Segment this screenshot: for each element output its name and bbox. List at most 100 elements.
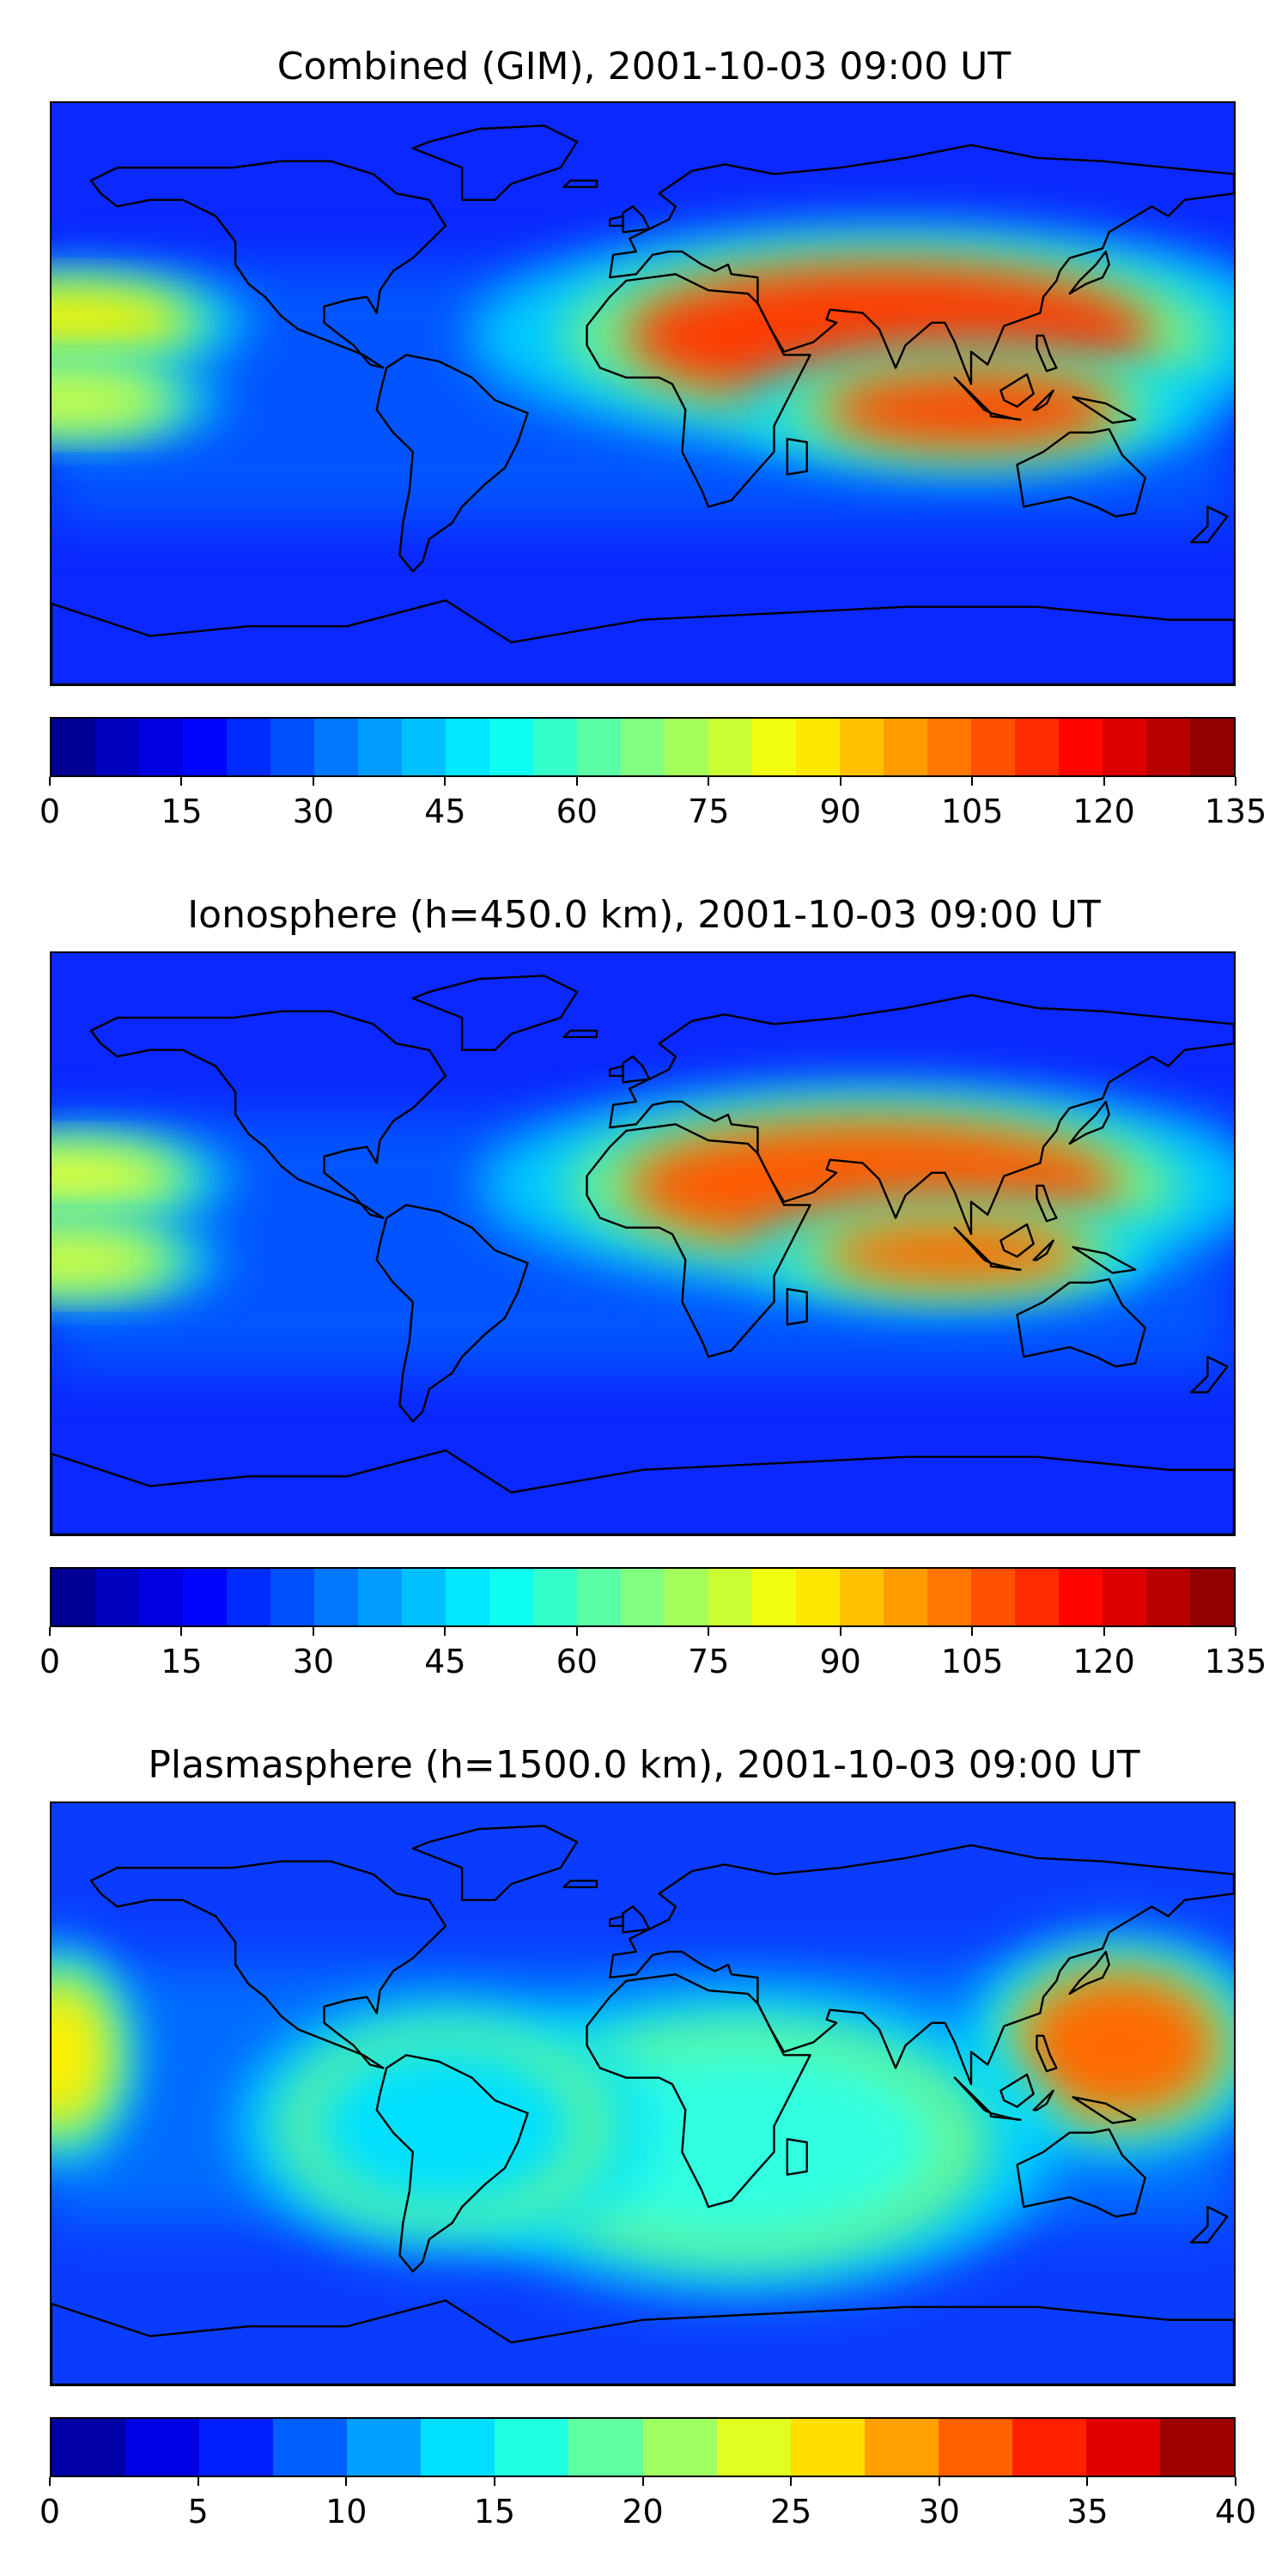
colorbar <box>50 717 1236 777</box>
colorbar-tick-label: 75 <box>688 793 730 830</box>
coastline <box>609 993 1234 1236</box>
colorbar-segment <box>1146 1569 1190 1625</box>
colorbar-segment <box>840 1569 884 1625</box>
colorbar-segment <box>1103 719 1146 775</box>
colorbar-tick-mark <box>444 1627 447 1636</box>
colorbar-tick-mark <box>180 1627 183 1636</box>
coastline <box>1190 505 1229 544</box>
colorbar-segment <box>927 719 971 775</box>
map-plot <box>50 951 1236 1536</box>
colorbar-segment <box>533 1569 577 1625</box>
colorbar-tick-label: 0 <box>39 1643 61 1680</box>
colorbar-segment <box>199 2419 274 2476</box>
colorbar-segment <box>52 719 95 775</box>
colorbar-segment <box>446 719 489 775</box>
colorbar-tick-label: 5 <box>187 2493 209 2530</box>
tec-contour-blob <box>52 374 167 427</box>
panel-title: Plasmasphere (h=1500.0 km), 2001-10-03 0… <box>148 1743 1140 1787</box>
colorbar-tick-label: 35 <box>1066 2493 1109 2530</box>
colorbar-segment <box>489 719 533 775</box>
colorbar-segment <box>1190 1569 1234 1625</box>
colorbar-tick-label: 75 <box>688 1643 730 1680</box>
coastline <box>786 1287 808 1326</box>
coastline <box>609 1915 624 1928</box>
colorbar-tick-mark <box>1235 1627 1236 1636</box>
coastline <box>989 2111 1022 2121</box>
coastline <box>1032 1239 1054 1261</box>
colorbar-tick-mark <box>493 2477 495 2486</box>
colorbar-segment <box>665 1569 708 1625</box>
panel-title: Combined (GIM), 2001-10-03 09:00 UT <box>276 45 1012 88</box>
coastline <box>1036 2034 1058 2073</box>
colorbar-segment <box>938 2419 1012 2476</box>
tec-contour-blob <box>52 1150 173 1209</box>
colorbar-segment <box>621 1569 665 1625</box>
coastline <box>999 2073 1035 2108</box>
colorbar-segment <box>884 1569 927 1625</box>
colorbar-tick-label: 135 <box>1204 1643 1267 1680</box>
colorbar-segment <box>95 1569 139 1625</box>
colorbar-ticks: 0 15 30 45 60 75 90 105 120 135 <box>39 1627 1267 1680</box>
colorbar-segment <box>1190 719 1234 775</box>
colorbar-segment <box>139 719 183 775</box>
colorbar-segment <box>864 2419 939 2476</box>
colorbar-tick-label: 120 <box>1072 1643 1135 1680</box>
colorbar-tick-mark <box>180 777 183 786</box>
colorbar-tick-mark <box>575 777 578 786</box>
colorbar-tick-mark <box>1103 777 1105 786</box>
colorbar-segment <box>796 1569 840 1625</box>
coastline <box>1016 2128 1146 2218</box>
coastline <box>1016 1278 1146 1368</box>
colorbar-segment <box>1059 1569 1103 1625</box>
colorbar-segment <box>273 2419 348 2476</box>
map-plot <box>50 101 1236 686</box>
colorbar-tick-mark <box>312 1627 314 1636</box>
colorbar-tick-label: 40 <box>1214 2493 1257 2530</box>
colorbar-tick-label: 135 <box>1204 793 1267 830</box>
coastline <box>609 143 1234 386</box>
coastline <box>52 2299 1234 2385</box>
colorbar-segment <box>1015 719 1059 775</box>
colorbar-tick-mark <box>49 1627 51 1636</box>
colorbar-tick-label: 25 <box>769 2493 812 2530</box>
colorbar-tick-label: 0 <box>39 2493 61 2530</box>
coastline <box>999 1223 1035 1258</box>
colorbar-segment <box>183 719 227 775</box>
tec-contour-blob <box>52 1234 167 1286</box>
colorbar-tick-label: 60 <box>556 793 598 830</box>
colorbar-tick-mark <box>197 2477 199 2486</box>
coastline <box>89 160 447 369</box>
colorbar-segment <box>1159 2419 1234 2476</box>
coastline <box>989 411 1022 421</box>
colorbar-tick-label: 60 <box>556 1643 598 1680</box>
colorbar-tick-mark <box>790 2477 793 2486</box>
coastline <box>609 1065 624 1078</box>
colorbar-tick-label: 45 <box>424 1643 466 1680</box>
tec-contour-blob <box>52 1984 108 2127</box>
colorbar-segment <box>927 1569 971 1625</box>
panel-title: Ionosphere (h=450.0 km), 2001-10-03 09:0… <box>187 893 1101 937</box>
coastline <box>375 2054 529 2273</box>
coastline <box>1072 2096 1137 2124</box>
coastline <box>786 437 808 476</box>
coastline <box>562 1880 598 1889</box>
coastline <box>52 1449 1234 1534</box>
colorbar-tick-mark <box>49 777 51 786</box>
colorbar-tick-mark <box>971 1627 974 1636</box>
coastline <box>586 1123 811 1358</box>
coastline <box>609 215 624 228</box>
colorbar-segment <box>971 1569 1015 1625</box>
map-plot <box>50 1801 1236 2386</box>
colorbar-segment <box>577 719 621 775</box>
colorbar-segment <box>125 2419 200 2476</box>
coastline <box>1072 1246 1137 1274</box>
coastline <box>1036 1184 1058 1223</box>
colorbar-segment <box>421 2419 495 2476</box>
colorbar-segment <box>314 719 358 775</box>
colorbar-segment <box>1015 1569 1059 1625</box>
colorbar-segment <box>1146 719 1190 775</box>
colorbar-tick-label: 30 <box>918 2493 960 2530</box>
coastline <box>562 179 598 189</box>
colorbar-tick-label: 10 <box>325 2493 368 2530</box>
colorbar-tick-mark <box>49 2477 51 2486</box>
